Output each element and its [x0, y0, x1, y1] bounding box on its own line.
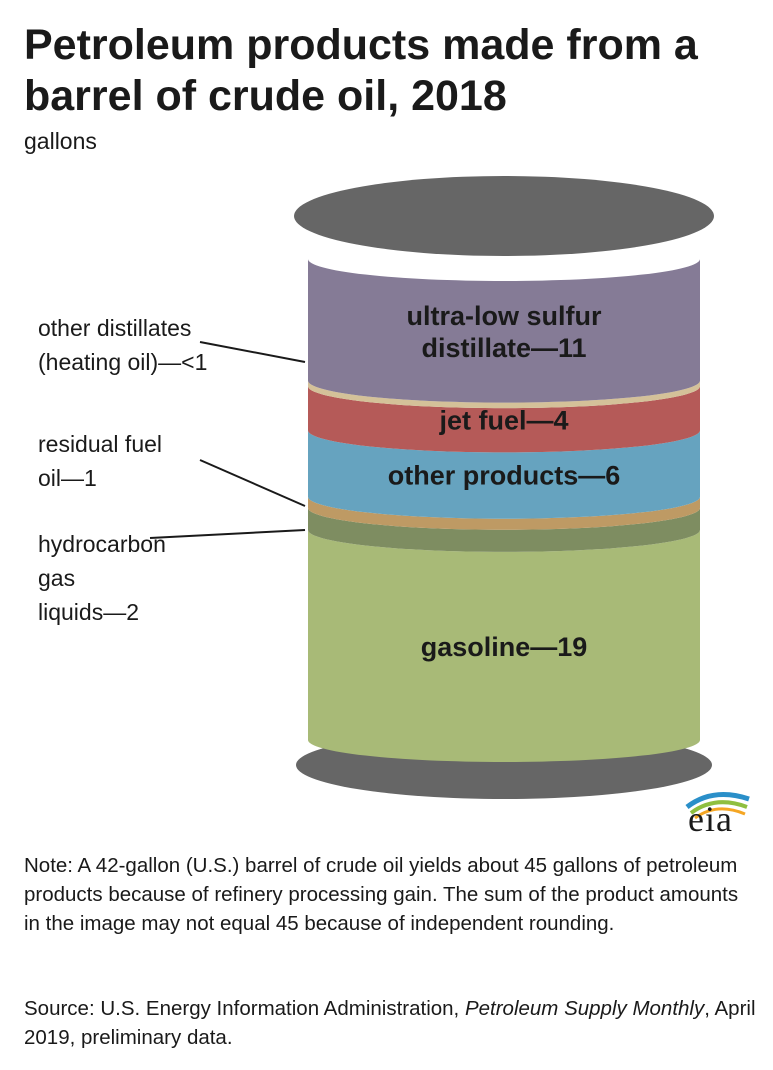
source-suffix: , April 2019, preliminary data.: [24, 997, 756, 1049]
segment-label-ulsd-line1: ultra-low sulfur: [407, 301, 602, 331]
barrel-segment-gasoline: [308, 529, 700, 762]
chart-source: Source: U.S. Energy Information Administ…: [24, 994, 759, 1052]
eia-logo-text: eia: [688, 799, 733, 839]
chart-unit-label: gallons: [24, 128, 97, 154]
chart-note: Note: A 42-gallon (U.S.) barrel of crude…: [24, 854, 739, 935]
side-label-other_distillates-line1: other distillates: [38, 315, 191, 341]
logo-arc-blue: [685, 792, 750, 810]
barrel-segment-residual_fuel: [308, 496, 700, 530]
leader-line-other_distillates: [199, 341, 306, 363]
logo-arc-orange: [694, 807, 746, 820]
logo-arc-green: [689, 800, 748, 815]
side-label-hgl-line2: gas: [38, 565, 75, 591]
barrel-segment-other_products: [308, 430, 700, 519]
segment-label-jet_fuel: jet fuel—4: [438, 405, 568, 435]
side-label-hgl-line1: hydrocarbon: [38, 531, 166, 557]
source-publication: Petroleum Supply Monthly: [464, 997, 705, 1020]
segment-label-other_products: other products—6: [388, 461, 621, 491]
chart-title: Petroleum products made from a barrel of…: [24, 21, 698, 120]
side-label-residual_fuel-line2: oil—1: [38, 465, 97, 491]
barrel-top-lid: [294, 176, 714, 256]
barrel-segment-hgl: [308, 507, 700, 552]
barrel-segment-other_distillates: [308, 380, 700, 409]
barrel-segment-ulsd: [308, 259, 700, 403]
barrel-segment-jet_fuel: [308, 386, 700, 453]
source-prefix: Source: U.S. Energy Information Administ…: [24, 997, 465, 1020]
side-label-hgl-line3: liquids—2: [38, 599, 139, 625]
segment-label-gasoline: gasoline—19: [421, 632, 588, 662]
side-label-other_distillates-line2: (heating oil)—<1: [38, 349, 207, 375]
side-label-residual_fuel-line1: residual fuel: [38, 431, 162, 457]
leader-line-residual_fuel: [199, 459, 306, 507]
segment-label-ulsd-line2: distillate—11: [421, 333, 586, 363]
leader-line-hgl: [149, 529, 306, 539]
eia-logo-arcs: [685, 792, 750, 820]
